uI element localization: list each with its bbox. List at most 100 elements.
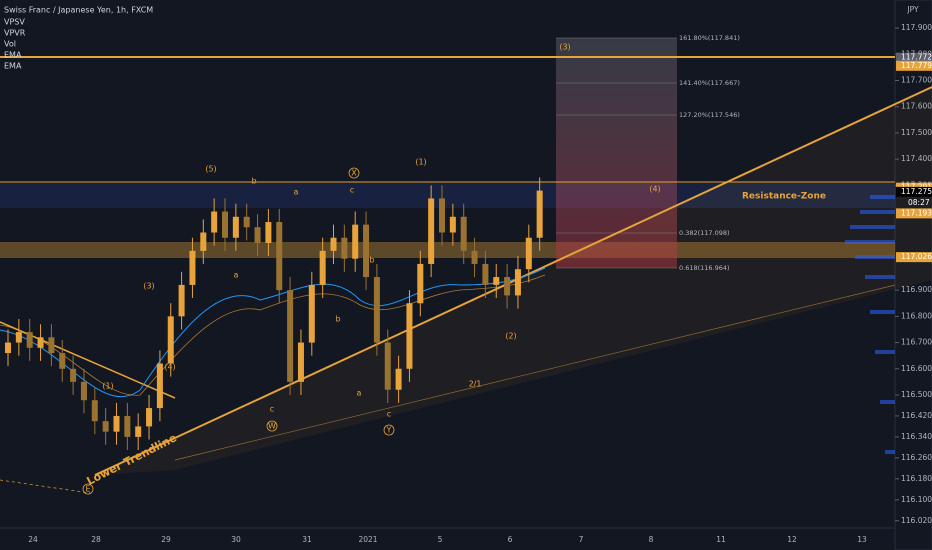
indicator: VPSV [4, 18, 25, 27]
x-tick-label: 8 [649, 535, 654, 544]
lower-trendline [94, 86, 932, 476]
annotation-circle [266, 420, 278, 432]
x-tick-label: 29 [161, 535, 171, 544]
y-tick-label: 117.400 [901, 154, 932, 163]
price-label-box [896, 52, 932, 63]
price-label: 117.193 [901, 208, 932, 217]
annotation-circle [82, 483, 94, 495]
candle-body [449, 216, 456, 233]
annotation: X [351, 169, 357, 178]
x-tick-label: 24 [28, 535, 38, 544]
annotation: b [335, 315, 340, 324]
fib-box [556, 38, 677, 268]
annotation: (2) [505, 332, 516, 341]
annotation-circle [383, 424, 395, 436]
candle-body [471, 250, 478, 264]
annotation: a [234, 271, 239, 280]
candle-body [222, 211, 228, 238]
y-tick-label: 116.180 [901, 474, 932, 483]
candle-body [91, 400, 98, 422]
candle-body [363, 224, 370, 278]
ema [0, 274, 546, 396]
annotation: b [369, 256, 374, 265]
annotation: b [251, 177, 256, 186]
candle-body [428, 198, 435, 264]
candle-body [37, 337, 44, 348]
price-label: 117.275 [901, 187, 932, 196]
price-label: 117.026 [901, 252, 932, 261]
fib-lines [556, 37, 677, 269]
candle-body [308, 284, 315, 343]
annotation: (3) [143, 282, 154, 291]
y-tick-label: 116.420 [901, 411, 932, 420]
y-tick-label: 116.500 [901, 390, 932, 399]
fib-label: 127.20%(117.546) [679, 111, 740, 119]
candle-body [504, 277, 511, 296]
annotation: E [85, 485, 90, 494]
candle-body [276, 222, 283, 291]
y-tick-label: 116.260 [901, 453, 932, 462]
candle-body [189, 250, 196, 285]
candle-body [460, 216, 467, 251]
candle-body [493, 277, 500, 285]
candle-body [70, 368, 77, 382]
annotation: W [268, 422, 276, 431]
candle-body [395, 368, 402, 390]
candle-body [319, 250, 326, 285]
candle-body [352, 224, 359, 259]
currency: JPY [906, 5, 919, 14]
annotation: (1) [415, 158, 426, 167]
price-label-box [896, 60, 932, 71]
candle-body [265, 222, 272, 243]
y-tick-label: 116.020 [901, 516, 932, 525]
candle-body [439, 198, 445, 233]
candle-body [124, 415, 131, 437]
candle-body [287, 290, 294, 382]
annotation: c [387, 410, 391, 419]
indicator: EMA [4, 62, 22, 71]
annotation: a [357, 389, 362, 398]
annotation: (4) [649, 185, 660, 194]
price-label: 117.772 [901, 53, 932, 62]
x-tick-label: 6 [508, 535, 513, 544]
indicator: EMA [4, 51, 22, 60]
fib-label: 141.40%(117.667) [679, 79, 740, 87]
x-tick-label: 12 [787, 535, 797, 544]
x-tick-label: 13 [857, 535, 867, 544]
fib-label: 0.618(116.964) [679, 264, 730, 272]
annotation: (4) [164, 363, 175, 372]
price-label-box [896, 252, 932, 263]
volume-profile [845, 195, 895, 454]
indicator: VPVR [4, 29, 26, 38]
candle-body [156, 363, 163, 409]
candle-body [514, 269, 521, 296]
candle-body [341, 237, 348, 259]
annotation: Y [386, 426, 392, 435]
candle-body [48, 337, 55, 354]
candle-body [113, 415, 120, 432]
candle-body [102, 421, 109, 432]
y-tick-label: 116.800 [901, 311, 932, 320]
y-tick-label: 116.900 [901, 285, 932, 294]
ema [0, 267, 546, 398]
fib-label: 0.382(117.098) [679, 229, 730, 237]
y-tick-label: 116.340 [901, 432, 932, 441]
candle-body [254, 227, 261, 243]
x-tick-label: 5 [438, 535, 443, 544]
annotation: Resistance-Zone [742, 192, 826, 202]
candle-body [243, 216, 250, 228]
candle-body [482, 263, 489, 285]
candle-body [525, 237, 532, 270]
candle-body [59, 353, 66, 369]
candle-body [384, 342, 391, 390]
annotation: 2/1 [469, 380, 482, 389]
annotation: c [270, 405, 274, 414]
price-axis [894, 0, 932, 550]
trendline [174, 284, 896, 461]
candle-body [211, 211, 218, 233]
candle-body [536, 190, 543, 238]
x-tick-label: 28 [91, 535, 101, 544]
candle-body [167, 316, 174, 364]
